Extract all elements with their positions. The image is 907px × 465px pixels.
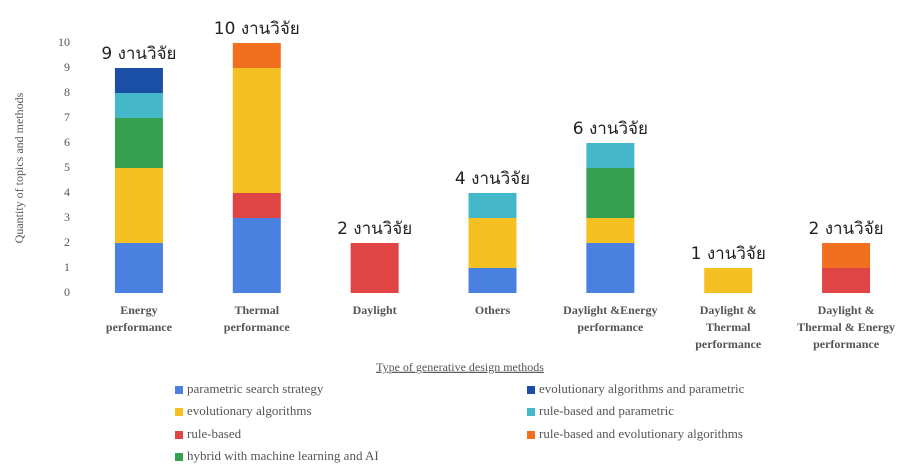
- bar-segment: [704, 268, 753, 293]
- legend-swatch: [175, 453, 183, 461]
- y-axis-label: Quantity of topics and methods: [12, 92, 26, 243]
- x-tick-label: Energy performance: [105, 303, 172, 334]
- y-tick-label: 3: [64, 210, 70, 224]
- legend-swatch: [527, 431, 535, 439]
- bar-segment: [114, 168, 163, 243]
- y-tick-label: 10: [58, 35, 70, 49]
- y-tick-label: 7: [64, 110, 70, 124]
- bar-segment: [468, 218, 517, 268]
- x-tick-label: Others: [474, 303, 511, 317]
- legend-label: evolutionary algorithms and parametric: [539, 381, 745, 396]
- y-tick-label: 1: [64, 260, 70, 274]
- legend-label: hybrid with machine learning and AI: [187, 448, 379, 463]
- legend-swatch: [175, 408, 183, 416]
- y-tick-label: 6: [64, 135, 70, 149]
- x-axis-label: Type of generative design methods: [376, 360, 544, 374]
- bar-segment: [114, 93, 163, 118]
- total-label: 9 งานวิจัย: [101, 44, 176, 64]
- y-tick-label: 4: [64, 185, 70, 199]
- y-tick-label: 2: [64, 235, 70, 249]
- x-tick-label: Daylight: [352, 303, 397, 317]
- legend-label: rule-based and evolutionary algorithms: [539, 426, 743, 441]
- x-tick-label: Daylight & Thermal & Energy performance: [797, 303, 896, 351]
- y-tick-label: 5: [64, 160, 70, 174]
- bar-segment: [586, 218, 635, 243]
- legend-swatch: [527, 408, 535, 416]
- total-label: 1 งานวิจัย: [691, 244, 766, 264]
- legend-swatch: [175, 386, 183, 394]
- legend-label: parametric search strategy: [187, 381, 324, 396]
- legend-swatch: [527, 386, 535, 394]
- x-tick-label: Daylight & Thermal performance: [695, 303, 762, 351]
- bar-segment: [468, 193, 517, 218]
- bar-segment: [586, 243, 635, 293]
- legend-label: rule-based: [187, 426, 242, 441]
- total-label: 6 งานวิจัย: [573, 119, 648, 139]
- bar-segment: [114, 68, 163, 93]
- legend-label: rule-based and parametric: [539, 403, 674, 418]
- y-tick-label: 8: [64, 85, 70, 99]
- total-label: 10 งานวิจัย: [214, 19, 300, 39]
- total-label: 4 งานวิจัย: [455, 169, 530, 189]
- bar-segment: [232, 68, 281, 193]
- bar-segment: [468, 268, 517, 293]
- bar-segment: [586, 143, 635, 168]
- bar-segment: [114, 118, 163, 168]
- x-tick-label: Daylight &Energy performance: [563, 303, 658, 334]
- legend-label: evolutionary algorithms: [187, 403, 312, 418]
- y-tick-label: 0: [64, 285, 70, 299]
- bar-segment: [350, 243, 399, 293]
- bar-segment: [822, 243, 871, 268]
- total-label: 2 งานวิจัย: [808, 219, 883, 239]
- bar-segment: [822, 268, 871, 293]
- bar-segment: [114, 243, 163, 293]
- bar-segment: [232, 193, 281, 218]
- y-tick-label: 9: [64, 60, 70, 74]
- legend-swatch: [175, 431, 183, 439]
- total-label: 2 งานวิจัย: [337, 219, 412, 239]
- bar-segment: [232, 218, 281, 293]
- x-tick-label: Thermal performance: [223, 303, 290, 334]
- bar-segment: [232, 43, 281, 68]
- bar-segment: [586, 168, 635, 218]
